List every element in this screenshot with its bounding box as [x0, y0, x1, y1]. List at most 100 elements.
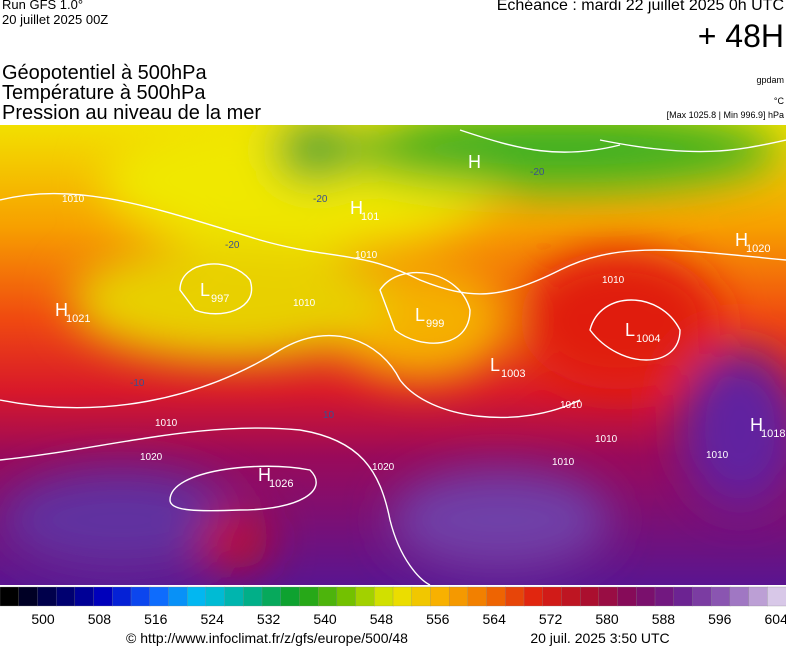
colorbar-label: 508: [88, 611, 112, 627]
contour-label: 1020: [372, 462, 395, 473]
center-value: 1018: [761, 428, 785, 440]
colorbar-swatch: [710, 586, 731, 607]
center-letter: L: [200, 280, 210, 300]
colorbar-label: 524: [201, 611, 225, 627]
center-letter: H: [750, 415, 763, 435]
center-letter: H: [55, 300, 68, 320]
colorbar-swatch: [168, 586, 188, 607]
center-value: 1003: [501, 368, 525, 380]
contour-label: -20: [225, 240, 240, 251]
contour-label: 1010: [595, 434, 618, 445]
colorbar: 500 508 516 524 532 540 548 556 564 572 580 588 596 6…: [0, 586, 786, 627]
colorbar-swatch: [18, 586, 39, 607]
echeance: Echéance : mardi 22 juillet 2025 0h UTC: [496, 0, 784, 14]
contour-label: 1010: [155, 418, 178, 429]
contour-label: 1010: [602, 275, 625, 286]
colorbar-swatch: [748, 586, 768, 607]
colorbar-label: 548: [370, 611, 394, 627]
center-letter: H: [350, 198, 363, 218]
isobars: [0, 129, 786, 585]
colorbar-swatch: [430, 586, 450, 607]
colorbar-label: 596: [708, 611, 732, 627]
colorbar-swatch: [617, 586, 637, 607]
colorbar-swatch: [654, 586, 675, 607]
unit: °C: [773, 96, 784, 106]
center-letter: L: [490, 355, 500, 375]
colorbar-swatch: [729, 586, 750, 607]
colorbar-label: 532: [257, 611, 281, 627]
colorbar-swatch: [261, 586, 282, 607]
colorbar-label: 572: [539, 611, 563, 627]
contour-label: 1010: [62, 194, 85, 205]
contour-label: -20: [530, 167, 545, 178]
contour-label: 1010: [293, 298, 316, 309]
colorbar-swatch: [317, 586, 338, 607]
title: Pression au niveau de la mer: [2, 102, 262, 124]
colorbar-swatch: [224, 586, 244, 607]
colorbar-swatch: [579, 586, 600, 607]
colorbar-label: 564: [483, 611, 507, 627]
colorbar-label: 604: [765, 611, 786, 627]
colorbar-label: 500: [31, 611, 55, 627]
colorbar-label: 556: [426, 611, 450, 627]
colorbar-swatch: [55, 586, 76, 607]
colorbar-swatch: [149, 586, 170, 607]
colorbar-swatch: [542, 586, 563, 607]
colorbar-label: 516: [144, 611, 168, 627]
center-value: 1020: [746, 243, 770, 255]
colorbar-swatch: [598, 586, 619, 607]
center-value: 999: [426, 318, 444, 330]
colorbar-swatch: [336, 586, 357, 607]
colorbar-swatch: [74, 586, 95, 607]
footer-url: © http://www.infoclimat.fr/z/gfs/europe/…: [126, 630, 408, 646]
center-value: 1004: [636, 333, 660, 345]
center-letter: H: [735, 230, 748, 250]
center-value: 1026: [269, 478, 293, 490]
center-value: 101: [361, 211, 379, 223]
center-letter: H: [258, 465, 271, 485]
colorbar-swatch: [112, 586, 132, 607]
colorbar-label: 580: [595, 611, 619, 627]
center-letter: L: [415, 305, 425, 325]
colorbar-swatch: [411, 586, 432, 607]
unit: [Max 1025.8 | Min 996.9] hPa: [666, 110, 784, 120]
colorbar-swatch: [486, 586, 506, 607]
colorbar-swatch: [523, 586, 544, 607]
contour-label: 1010: [706, 450, 729, 461]
center-value: 997: [211, 293, 229, 305]
colorbar-label: 540: [313, 611, 337, 627]
footer-timestamp: 20 juil. 2025 3:50 UTC: [530, 630, 669, 646]
title: Géopotentiel à 500hPa: [2, 62, 207, 84]
colorbar-swatch: [280, 586, 301, 607]
map-field: [0, 125, 786, 585]
unit: gpdam: [756, 75, 784, 85]
title: Température à 500hPa: [2, 82, 206, 104]
contour-label: -10: [130, 378, 145, 389]
colorbar-swatch: [561, 586, 581, 607]
center-value: 1021: [66, 313, 90, 325]
colorbar-swatch: [374, 586, 394, 607]
contour-label: 1010: [560, 400, 583, 411]
contour-label: 1020: [140, 452, 163, 463]
contour-label: 1010: [355, 250, 378, 261]
colorbar-swatch: [299, 586, 319, 607]
colorbar-swatch: [505, 586, 525, 607]
colorbar-swatch: [692, 586, 712, 607]
run: Run GFS 1.0°: [2, 0, 84, 12]
colorbar-swatch: [93, 586, 113, 607]
colorbar-swatch: [37, 586, 57, 607]
colorbar-swatch: [243, 586, 263, 607]
colorbar-swatch: [636, 586, 656, 607]
colorbar-swatch: [767, 586, 786, 607]
colorbar-swatch: [467, 586, 488, 607]
colorbar-swatch: [186, 586, 207, 607]
contour-label: 10: [323, 410, 335, 421]
colorbar-swatch: [205, 586, 226, 607]
colorbar-swatch: [0, 586, 20, 607]
colorbar-swatch: [392, 586, 413, 607]
contour-label: -20: [313, 194, 328, 205]
colorbar-swatch: [448, 586, 469, 607]
contour-label: 1010: [552, 457, 575, 468]
